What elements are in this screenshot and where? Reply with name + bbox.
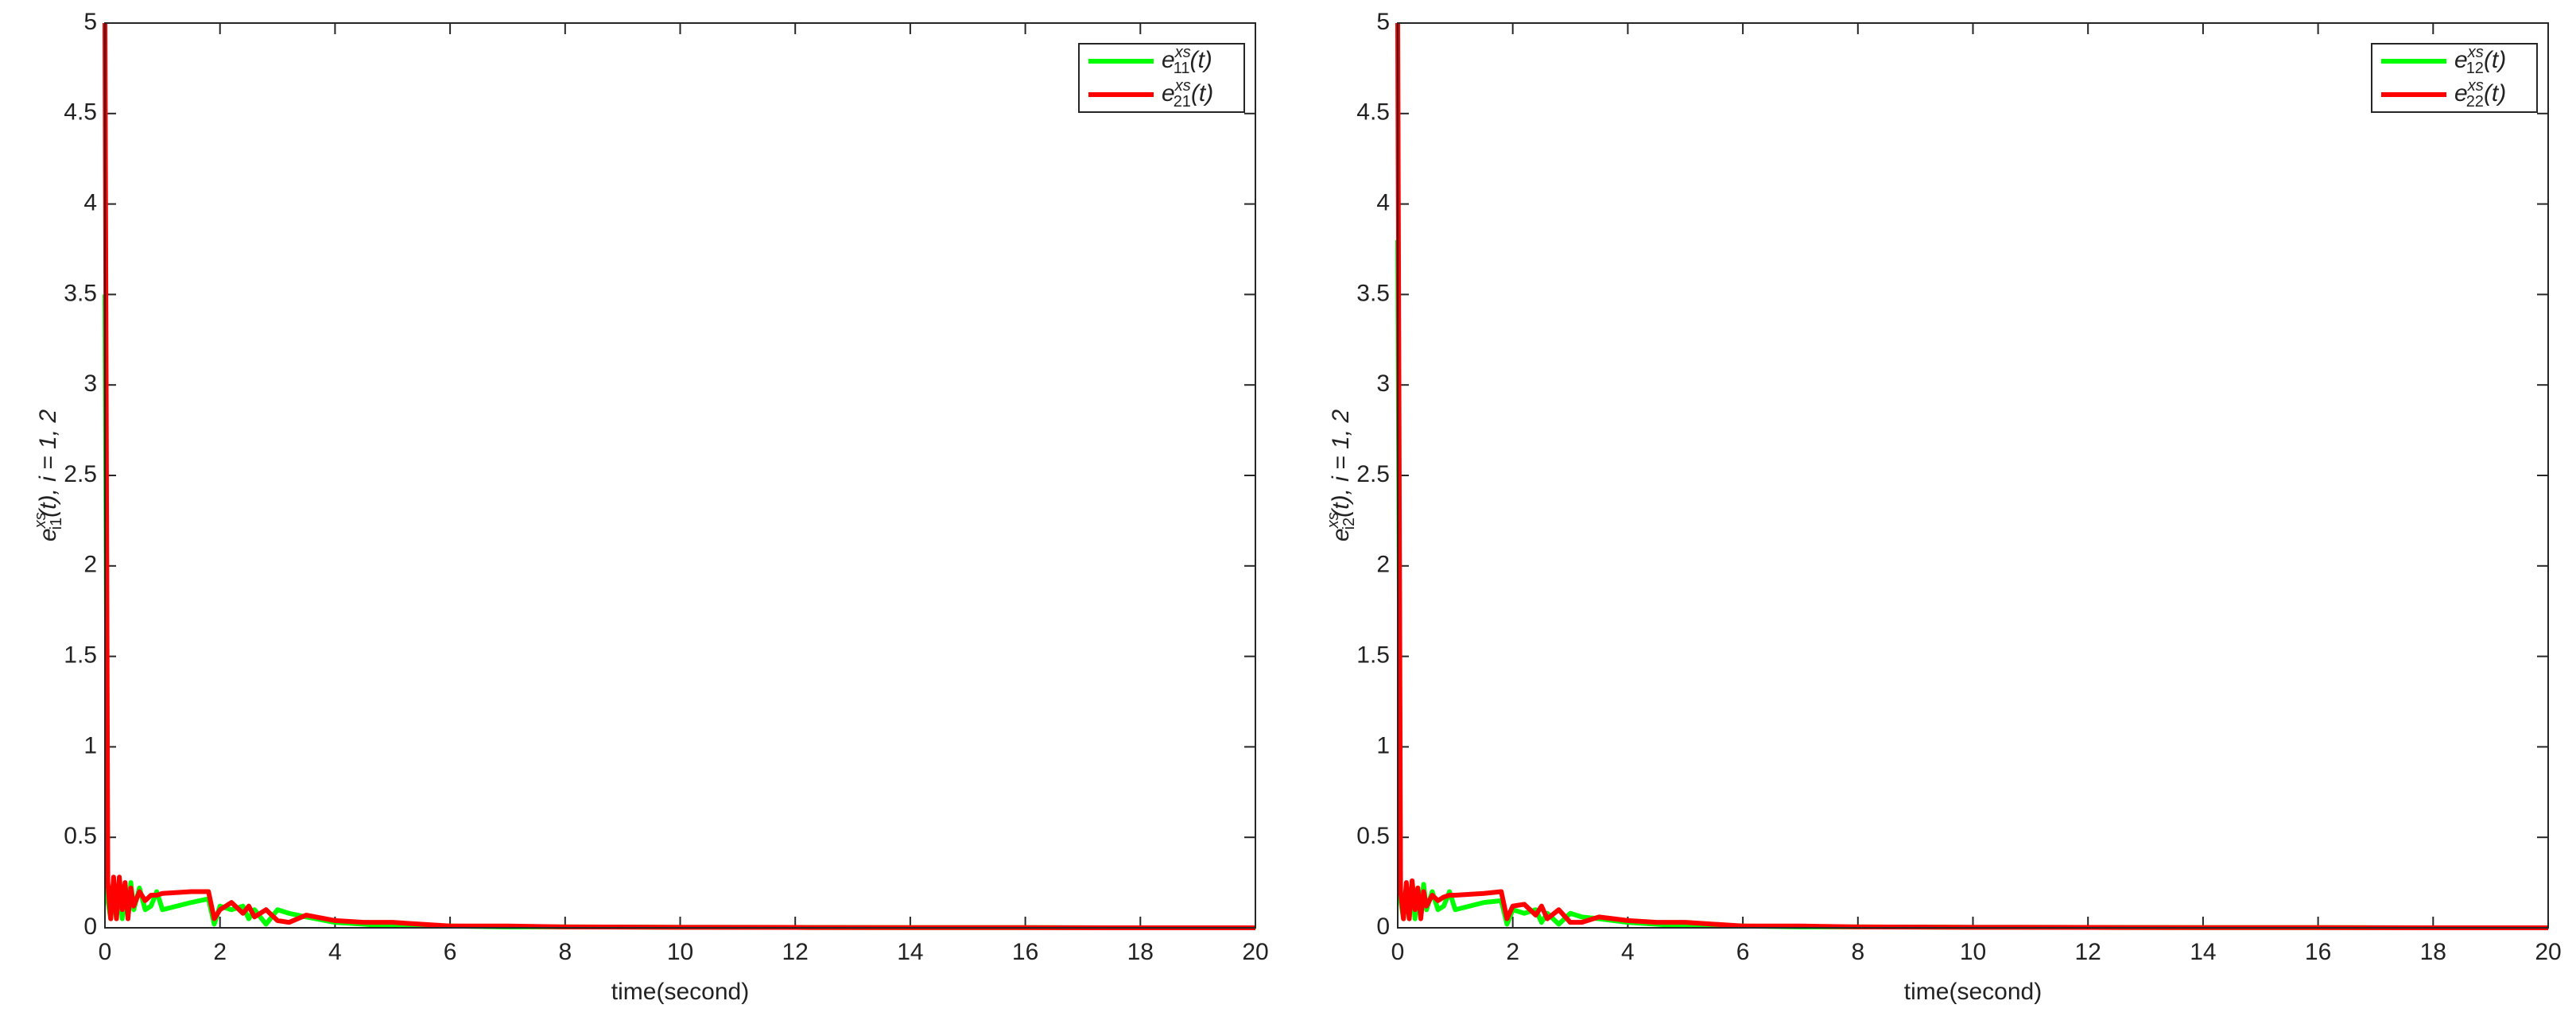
x-tick-label: 0	[1391, 939, 1405, 965]
axes-box	[1397, 22, 2549, 929]
y-axis-label-group: exsi2(t), i = 1, 2	[1325, 409, 1358, 541]
y-tick-label: 3.5	[64, 280, 97, 306]
legend-box	[1078, 43, 1245, 113]
math-sup: xs	[1325, 512, 1342, 529]
legend-label: exs 12(t)	[2454, 44, 2506, 77]
x-tick-label: 2	[213, 939, 227, 965]
x-tick-label: 12	[782, 939, 809, 965]
y-axis-label-group: exsi1(t), i = 1, 2	[32, 409, 65, 541]
math-base: e	[1162, 80, 1175, 107]
x-axis-label: time(second)	[611, 979, 749, 1005]
y-axis-label: exsi2(t), i = 1, 2	[1325, 409, 1358, 541]
y-tick-label: 1.5	[1356, 642, 1390, 669]
x-tick-label: 18	[1127, 939, 1154, 965]
y-tick-label: 2	[83, 552, 97, 578]
x-tick-label: 0	[99, 939, 112, 965]
math-sup: xs	[2467, 77, 2484, 95]
y-tick-label: 4.5	[64, 99, 97, 126]
y-tick-label: 4	[1376, 190, 1390, 216]
x-tick-label: 16	[1012, 939, 1038, 965]
y-axis-label: exsi1(t), i = 1, 2	[32, 409, 65, 541]
math-sup: xs	[1174, 44, 1191, 61]
math-rest: (t)	[1189, 47, 1212, 73]
x-tick-label: 12	[2075, 939, 2101, 965]
y-tick-label: 0.5	[64, 823, 97, 849]
x-tick-label: 20	[2535, 939, 2561, 965]
y-tick-label: 0	[1376, 913, 1390, 940]
x-tick-label: 4	[1621, 939, 1635, 965]
x-tick-label: 10	[667, 939, 693, 965]
legend-label: exs 21(t)	[1162, 77, 1213, 111]
x-tick-label: 4	[328, 939, 342, 965]
legend-label: exs 22(t)	[2454, 77, 2506, 111]
legend-box	[2371, 43, 2538, 113]
y-tick-label: 2.5	[64, 461, 97, 487]
x-tick-label: 6	[444, 939, 457, 965]
math-sub: 11	[1174, 60, 1190, 77]
x-tick-label: 8	[558, 939, 572, 965]
x-tick-label: 2	[1506, 939, 1519, 965]
chart: 0 0.5 1 1.5 2 2.5 3 3.5 4 4.5 5 0 2 4 6 8 10 12 14 16 18 20 ti…	[1325, 9, 2561, 1005]
y-tick-label: 5	[1376, 9, 1390, 35]
chart: 0 0.5 1 1.5 2 2.5 3 3.5 4 4.5 5 0 2 4 6 8 10 12 14 16 18 20 ti…	[32, 9, 1268, 1005]
y-tick-label: 4	[83, 190, 97, 216]
x-tick-label: 10	[1960, 939, 1986, 965]
plot-area	[1398, 23, 2548, 928]
y-tick-label: 1	[83, 732, 97, 758]
math-sub: 22	[2466, 93, 2484, 111]
y-tick-label: 3	[1376, 370, 1390, 397]
series-line	[1395, 22, 2548, 930]
x-tick-label: 20	[1242, 939, 1268, 965]
y-tick-label: 1.5	[64, 642, 97, 669]
y-tick-label: 0.5	[1356, 823, 1390, 849]
y-tick-label: 2	[1376, 552, 1390, 578]
math-base: e	[2454, 80, 2468, 107]
legend-label: exs 11(t)	[1162, 44, 1212, 77]
math-sub: i1	[48, 518, 65, 530]
math-rest: (t), i = 1, 2	[1328, 409, 1354, 518]
x-tick-label: 14	[897, 939, 923, 965]
legend: exs 11(t)exs 21(t)	[1078, 43, 1245, 113]
math-base: e	[1162, 47, 1175, 73]
x-tick-label: 16	[2305, 939, 2331, 965]
math-sub: i2	[1340, 518, 1358, 530]
y-tick-label: 5	[83, 9, 97, 35]
x-tick-label: 6	[1736, 939, 1750, 965]
math-sup: xs	[1174, 77, 1191, 95]
math-rest: (t)	[1191, 80, 1213, 107]
y-tick-label: 3.5	[1356, 280, 1390, 306]
math-sub: 12	[2466, 60, 2484, 77]
y-tick-label: 1	[1376, 732, 1390, 758]
y-tick-label: 4.5	[1356, 99, 1390, 126]
math-rest: (t)	[2484, 80, 2506, 107]
y-tick-label: 0	[83, 913, 97, 940]
y-tick-label: 2.5	[1356, 461, 1390, 487]
x-tick-label: 18	[2420, 939, 2446, 965]
y-tick-label: 3	[83, 370, 97, 397]
math-sub: 21	[1174, 93, 1191, 111]
legend: exs 12(t)exs 22(t)	[2371, 43, 2538, 113]
math-base: e	[35, 528, 61, 541]
x-axis-label: time(second)	[1904, 979, 2042, 1005]
math-rest: (t), i = 1, 2	[35, 409, 61, 518]
math-base: e	[1328, 528, 1354, 541]
plot-area	[105, 23, 1255, 928]
math-sup: xs	[2467, 44, 2484, 61]
axes-box	[104, 22, 1256, 929]
math-base: e	[2454, 47, 2468, 73]
series-line	[103, 22, 1255, 930]
x-tick-label: 14	[2190, 939, 2216, 965]
math-sup: xs	[32, 512, 49, 529]
x-tick-label: 8	[1851, 939, 1864, 965]
math-rest: (t)	[2484, 47, 2506, 73]
